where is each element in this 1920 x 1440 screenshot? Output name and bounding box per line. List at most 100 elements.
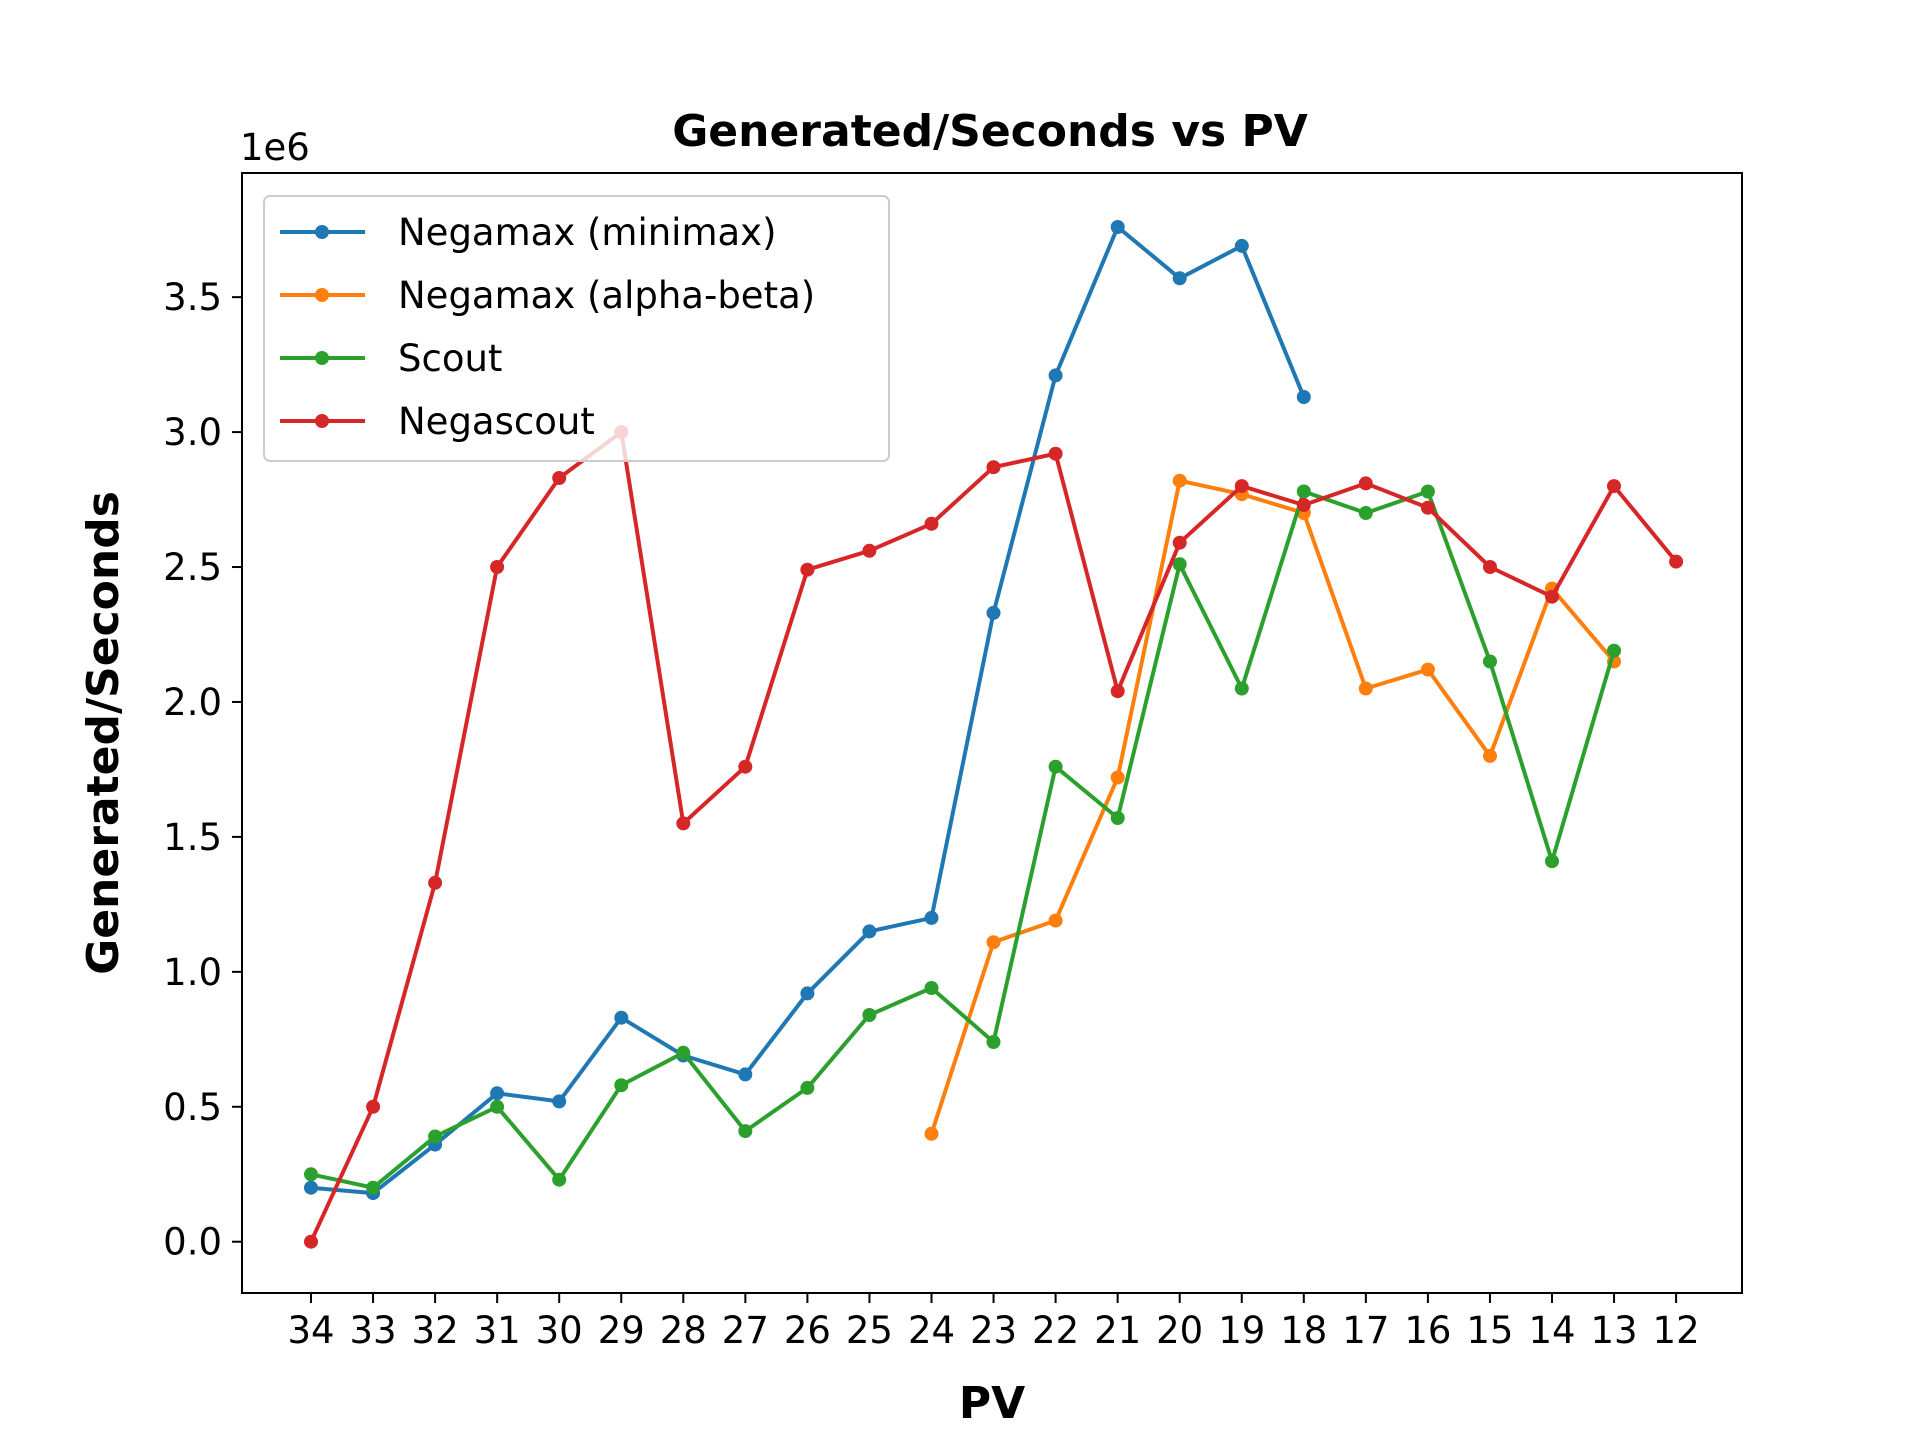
legend-box	[263, 195, 890, 462]
x-tick-label: 22	[1032, 1309, 1079, 1352]
x-tick-label: 21	[1094, 1309, 1141, 1352]
data-point	[986, 1035, 1001, 1049]
data-point	[1048, 368, 1063, 383]
data-point	[1545, 589, 1559, 604]
data-point	[738, 1124, 753, 1139]
x-tick-label: 25	[846, 1309, 893, 1352]
data-point	[1669, 554, 1684, 569]
data-point	[490, 1099, 505, 1114]
data-point	[1358, 476, 1373, 491]
y-tick-label: 2.0	[163, 681, 222, 724]
data-point	[304, 1167, 318, 1182]
y-axis-offset-label: 1e6	[240, 126, 310, 169]
series-1	[924, 473, 1621, 1141]
data-point	[1172, 557, 1187, 572]
x-tick-label: 17	[1342, 1309, 1389, 1352]
series-line	[310, 489, 1616, 1190]
y-tick-label: 0.0	[163, 1221, 222, 1264]
data-point	[1110, 684, 1125, 699]
y-tick-label: 2.5	[163, 546, 222, 589]
data-point	[1296, 390, 1311, 404]
legend-swatch-marker	[315, 225, 329, 239]
legend-label: Negamax (minimax)	[398, 211, 777, 254]
data-point	[1234, 681, 1249, 696]
data-point	[1296, 484, 1311, 499]
series-line	[929, 478, 1616, 1135]
y-tick-label: 1.0	[163, 951, 222, 994]
x-tick-label: 18	[1280, 1309, 1327, 1352]
y-tick-label: 3.0	[163, 411, 222, 454]
data-point	[304, 1234, 318, 1249]
legend-item: Negamax (alpha-beta)	[280, 274, 815, 317]
data-point	[1234, 238, 1249, 253]
data-point	[924, 981, 939, 995]
x-tick-label: 34	[287, 1309, 334, 1352]
data-point	[304, 1180, 318, 1195]
legend-item: Scout	[280, 337, 502, 380]
data-point	[1172, 473, 1187, 488]
legend: Negamax (minimax) Negamax (alpha-beta) Sco…	[263, 195, 890, 462]
data-point	[800, 986, 815, 1001]
data-point	[1420, 484, 1435, 499]
legend-label: Negascout	[398, 400, 595, 443]
data-point	[1420, 662, 1435, 677]
x-tick-label: 19	[1218, 1309, 1265, 1352]
y-tick-label: 0.5	[163, 1086, 222, 1129]
plot-area	[304, 220, 1684, 1249]
data-point	[986, 460, 1001, 475]
data-point	[800, 562, 815, 577]
data-point	[1172, 271, 1187, 286]
series-2	[304, 484, 1621, 1195]
series-3	[304, 425, 1684, 1249]
data-point	[1172, 535, 1187, 550]
x-tick-label: 13	[1591, 1309, 1638, 1352]
data-point	[1048, 446, 1063, 461]
x-tick-label: 28	[660, 1309, 707, 1352]
data-point	[738, 1067, 753, 1082]
y-axis: 0.0 0.5 1.0 1.5 2.0 2.5 3.0 3.5	[163, 276, 242, 1264]
data-point	[614, 1078, 629, 1093]
x-tick-label: 23	[970, 1309, 1017, 1352]
x-tick-label: 20	[1156, 1309, 1203, 1352]
data-point	[490, 560, 505, 574]
data-point	[1234, 479, 1249, 494]
data-point	[986, 605, 1001, 620]
data-point	[986, 935, 1001, 950]
chart-title: Generated/Seconds vs PV	[672, 106, 1308, 157]
legend-label: Scout	[398, 337, 502, 380]
data-point	[1110, 220, 1125, 234]
data-point	[366, 1180, 381, 1195]
y-tick-label: 3.5	[163, 276, 222, 319]
legend-swatch-marker	[315, 414, 329, 428]
data-point	[1110, 770, 1125, 785]
data-point	[614, 1010, 629, 1025]
data-point	[1048, 759, 1063, 774]
data-point	[1607, 643, 1621, 658]
data-point	[1420, 500, 1435, 515]
data-point	[552, 1172, 567, 1187]
data-point	[1483, 654, 1497, 669]
x-axis: 34 33 32 31 30 29 28 27 26 25 24 23 22 21 20 19 18 17 16 15…	[287, 1293, 1700, 1352]
legend-label: Negamax (alpha-beta)	[398, 274, 815, 317]
data-point	[862, 924, 877, 939]
x-tick-label: 26	[784, 1309, 831, 1352]
data-point	[428, 1129, 443, 1144]
data-point	[800, 1080, 815, 1095]
data-point	[676, 1045, 691, 1060]
data-point	[1483, 560, 1497, 574]
x-tick-label: 29	[598, 1309, 645, 1352]
series-0	[304, 220, 1311, 1201]
data-point	[428, 875, 443, 890]
data-point	[366, 1099, 381, 1114]
x-tick-label: 27	[722, 1309, 769, 1352]
data-point	[1358, 506, 1373, 520]
x-tick-label: 16	[1404, 1309, 1451, 1352]
legend-item: Negascout	[280, 400, 595, 443]
legend-swatch-marker	[315, 288, 329, 302]
y-axis-label: Generated/Seconds	[78, 491, 129, 975]
x-axis-label: PV	[959, 1378, 1025, 1429]
x-tick-label: 24	[908, 1309, 955, 1352]
x-tick-label: 14	[1528, 1309, 1575, 1352]
data-point	[1110, 811, 1125, 825]
